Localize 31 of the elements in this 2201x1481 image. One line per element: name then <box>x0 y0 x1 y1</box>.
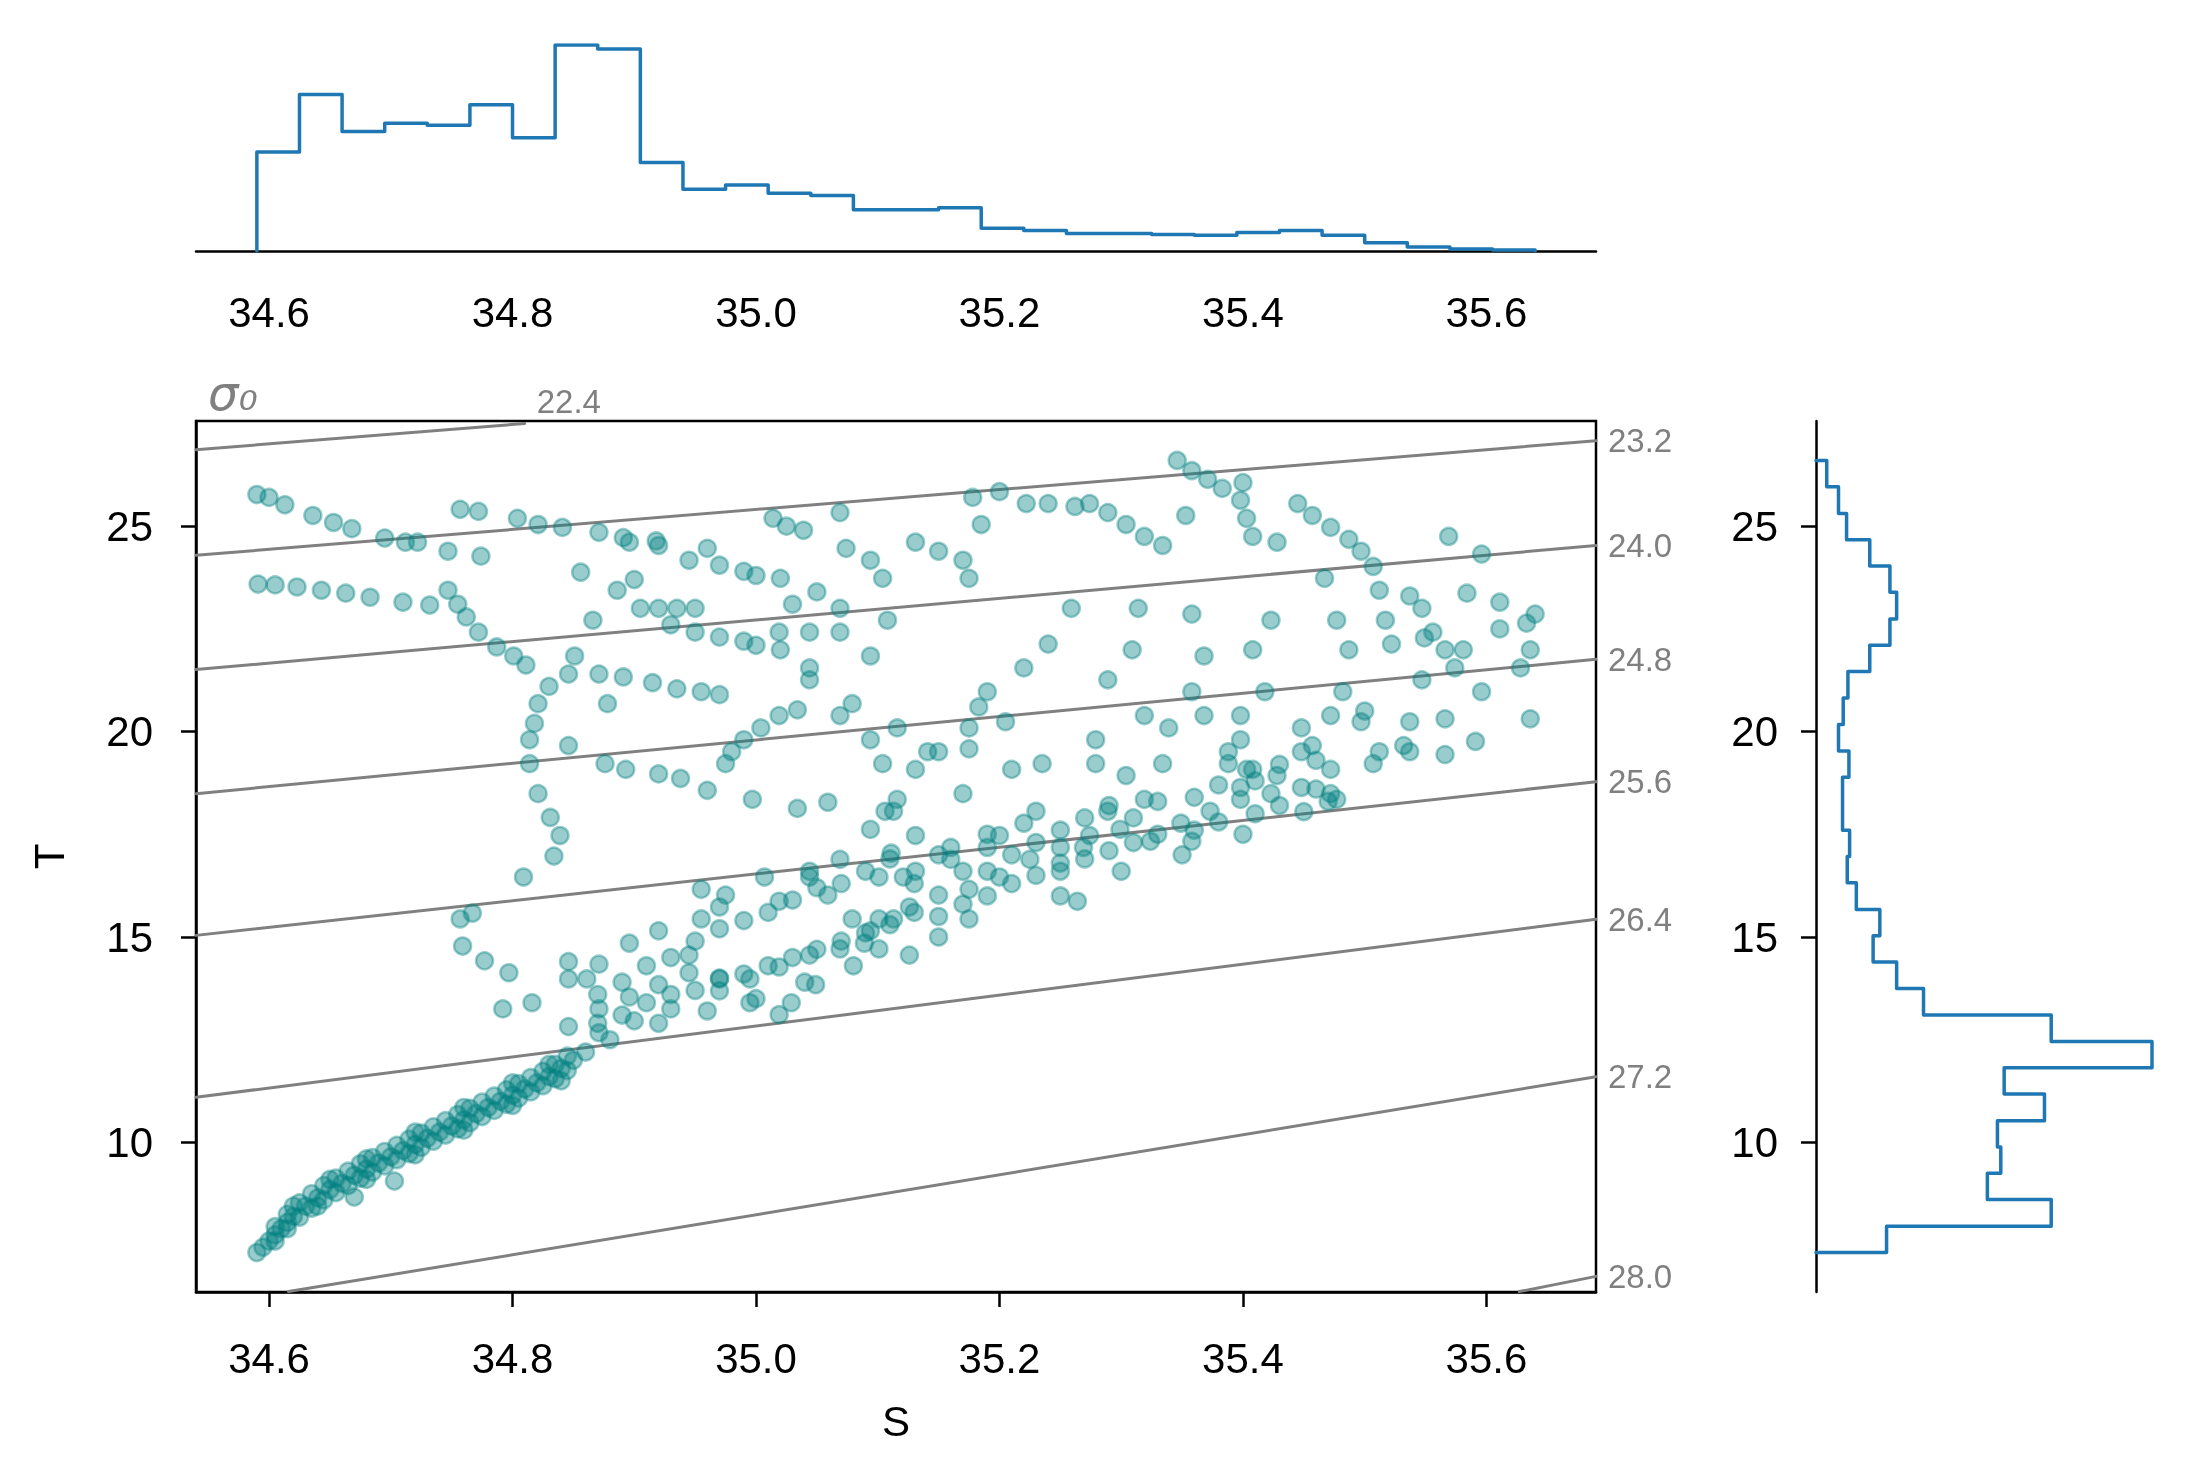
x-tick-label: 34.8 <box>471 1334 554 1382</box>
y-tick-label: 25 <box>106 502 153 550</box>
y-tick-label: 20 <box>1731 708 1778 756</box>
x-tick-label: 34.6 <box>228 1334 310 1382</box>
x-tick-label: 35.6 <box>1445 1334 1528 1382</box>
y-tick-label: 20 <box>106 708 153 756</box>
series-label: 24.8 <box>1608 640 1673 678</box>
y-axis-title: T <box>25 843 73 870</box>
x-tick-label: 35.6 <box>1445 288 1528 336</box>
series-label: 24.0 <box>1608 526 1673 564</box>
y-tick-label: 15 <box>106 913 153 961</box>
x-tick-label: 35.0 <box>715 1334 797 1382</box>
series-label: 26.4 <box>1608 900 1673 938</box>
x-tick-label: 35.2 <box>958 288 1041 336</box>
y-tick-label: 10 <box>106 1118 153 1166</box>
series-label: 23.2 <box>1608 422 1673 460</box>
y-tick-label: 25 <box>1731 502 1778 550</box>
x-tick-label: 35.2 <box>958 1334 1041 1382</box>
text: σ₀ <box>208 365 258 421</box>
x-tick-label: 35.4 <box>1202 1334 1284 1382</box>
series-label: 28.0 <box>1608 1257 1673 1295</box>
series-label: 27.2 <box>1608 1058 1673 1096</box>
series-label: 25.6 <box>1608 763 1673 801</box>
x-tick-label: 34.6 <box>228 288 310 336</box>
series-label: 22.4 <box>536 382 601 420</box>
x-tick-label: 34.8 <box>471 288 554 336</box>
y-tick-label: 10 <box>1731 1118 1778 1166</box>
x-tick-label: 35.0 <box>715 288 797 336</box>
x-tick-label: 35.4 <box>1202 288 1284 336</box>
y-tick-label: 15 <box>1731 913 1778 961</box>
x-axis-title: S <box>881 1397 911 1445</box>
